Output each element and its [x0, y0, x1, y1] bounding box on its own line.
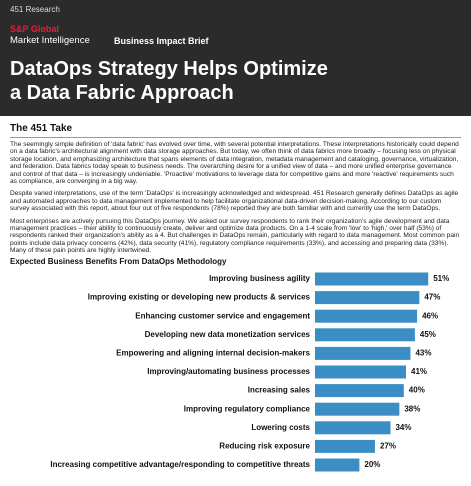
- value-label: 46%: [422, 311, 438, 320]
- value-label: 45%: [420, 330, 436, 339]
- series: Business Impact Brief: [114, 36, 209, 46]
- bar: [315, 421, 391, 435]
- bar: [315, 458, 360, 472]
- category-label: Increasing sales: [248, 386, 311, 395]
- paragraph: Most enterprises are actively pursuing t…: [10, 217, 460, 255]
- bar: [315, 346, 411, 360]
- category-label: Improving business agility: [209, 274, 310, 283]
- value-label: 47%: [424, 293, 440, 302]
- company: S&P Global: [10, 24, 59, 34]
- bar: [315, 402, 400, 416]
- value-label: 43%: [415, 349, 431, 358]
- title: DataOps Strategy Helps Optimize: [10, 58, 328, 80]
- category-label: Improving/automating business processes: [147, 367, 310, 376]
- paragraph: The seemingly simple definition of 'data…: [10, 141, 459, 186]
- header-band: 451 Research S&P Global Market Intellige…: [0, 0, 471, 116]
- category-label: Improving regulatory compliance: [184, 404, 311, 413]
- chart: Expected Business Benefits From DataOps …: [10, 257, 449, 472]
- value-label: 20%: [364, 460, 380, 469]
- bar: [315, 384, 404, 398]
- section-heading: The 451 Take: [10, 123, 73, 134]
- category-label: Reducing risk exposure: [219, 442, 310, 451]
- chart-title: Expected Business Benefits From DataOps …: [10, 257, 227, 266]
- category-label: Developing new data monetization service…: [145, 330, 311, 339]
- bar: [315, 272, 429, 286]
- category-label: Lowering costs: [251, 423, 310, 432]
- value-label: 27%: [380, 442, 396, 451]
- title: a Data Fabric Approach: [10, 82, 234, 104]
- bar: [315, 439, 375, 453]
- divider: [10, 137, 461, 138]
- category-label: Enhancing customer service and engagemen…: [135, 311, 310, 320]
- body-text: The seemingly simple definition of 'data…: [10, 141, 462, 260]
- category-label: Increasing competitive advantage/respond…: [50, 460, 310, 469]
- category-label: Improving existing or developing new pro…: [88, 293, 311, 302]
- bar: [315, 291, 420, 305]
- bar: [315, 309, 418, 323]
- value-label: 41%: [411, 367, 427, 376]
- bar: [315, 328, 415, 342]
- value-label: 38%: [404, 404, 420, 413]
- category-label: Empowering and aligning internal decisio…: [116, 349, 310, 358]
- division: Market Intelligence: [10, 35, 90, 46]
- paragraph: Despite varied interpretations, use of t…: [10, 190, 459, 213]
- brand: 451 Research: [10, 5, 60, 14]
- bar: [315, 365, 407, 379]
- value-label: 40%: [409, 386, 425, 395]
- value-label: 34%: [395, 423, 411, 432]
- value-label: 51%: [433, 274, 449, 283]
